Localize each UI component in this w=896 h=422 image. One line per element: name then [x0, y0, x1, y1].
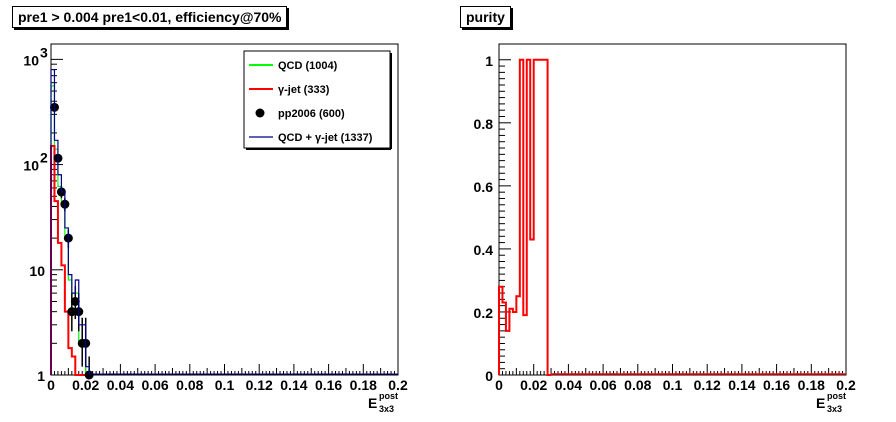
legend-label: γ-jet (333): [278, 84, 330, 96]
x-tick-label: 0.08: [624, 377, 651, 393]
x-tick-label: 0.2: [388, 377, 408, 393]
x-tick-label: 0.02: [72, 377, 99, 393]
legend-label: QCD (1004): [278, 60, 338, 72]
purity-line: [498, 58, 552, 376]
legend-label: QCD + γ-jet (1337): [278, 132, 373, 144]
x-tick-label: 0.18: [798, 377, 825, 393]
left-chart-title: pre1 > 0.004 pre1<0.01, efficiency@70%: [12, 6, 288, 28]
y-tick-label: 10: [23, 158, 39, 174]
right-plot-frame: [498, 43, 847, 376]
x-tick-label: 0.14: [280, 377, 307, 393]
x-tick-label: 0.08: [176, 377, 203, 393]
x-tick-label: 0.12: [246, 377, 273, 393]
x-tick-label: 0.2: [836, 377, 856, 393]
series-3-line: [50, 68, 90, 375]
y-tick-label: 1: [37, 368, 45, 384]
x-tick-label: 0.1: [215, 377, 235, 393]
x-tick-label: 0.06: [141, 377, 168, 393]
x-axis-label-sup: post: [379, 391, 398, 401]
right-chart: 0 0.2 0.4 0.6 0.8 1 0 0.02 0.04 0.06 0.08 0.1 0.12 0.…: [474, 43, 856, 414]
legend-marker: [255, 108, 265, 118]
y-tick-label: 0.8: [474, 116, 494, 132]
x-tick-label: 0.04: [107, 377, 134, 393]
x-axis-label: E: [816, 395, 825, 411]
x-axis-label-sup: post: [827, 391, 846, 401]
x-tick-label: 0.1: [663, 377, 683, 393]
x-axis-label-sub: 3x3: [379, 404, 394, 414]
x-tick-label: 0.02: [520, 377, 547, 393]
x-tick-label: 0.06: [589, 377, 616, 393]
x-axis-label: E: [368, 395, 377, 411]
x-tick-label: 0: [47, 377, 55, 393]
x-axis-label-sub: 3x3: [827, 404, 842, 414]
legend-box: [243, 50, 391, 149]
x-tick-label: 0.16: [315, 377, 342, 393]
y-tick-label: 0.6: [474, 179, 494, 195]
y-tick-label: 0.4: [474, 242, 494, 258]
y-tick-label-exp: 2: [40, 150, 48, 166]
y-tick-label-exp: 3: [40, 44, 48, 60]
data-point: [67, 307, 77, 317]
y-tick-label: 10: [23, 52, 39, 68]
y-tick-label: 0: [485, 368, 493, 384]
x-tick-label: 0.14: [728, 377, 755, 393]
x-tick-label: 0.04: [555, 377, 582, 393]
right-chart-title: purity: [460, 6, 511, 28]
series-1-line: [50, 145, 90, 376]
y-tick-label: 10: [29, 263, 45, 279]
x-tick-label: 0.16: [763, 377, 790, 393]
data-point: [70, 296, 80, 306]
x-tick-label: 0.12: [694, 377, 721, 393]
y-tick-label: 0.2: [474, 305, 494, 321]
x-tick-label: 0.18: [350, 377, 377, 393]
legend-label: pp2006 (600): [278, 108, 345, 120]
y-tick-label: 1: [485, 53, 493, 69]
x-tick-label: 0: [495, 377, 503, 393]
